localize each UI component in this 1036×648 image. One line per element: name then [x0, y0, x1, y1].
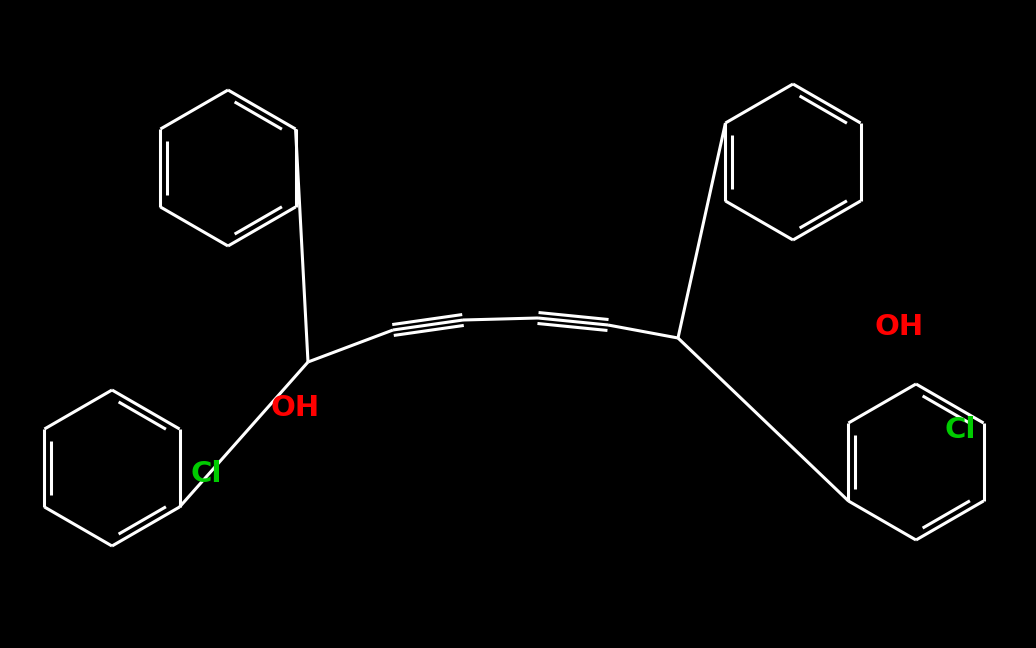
- Text: Cl: Cl: [190, 460, 222, 488]
- Text: Cl: Cl: [945, 416, 977, 444]
- Text: OH: OH: [875, 313, 924, 341]
- Text: OH: OH: [270, 394, 319, 422]
